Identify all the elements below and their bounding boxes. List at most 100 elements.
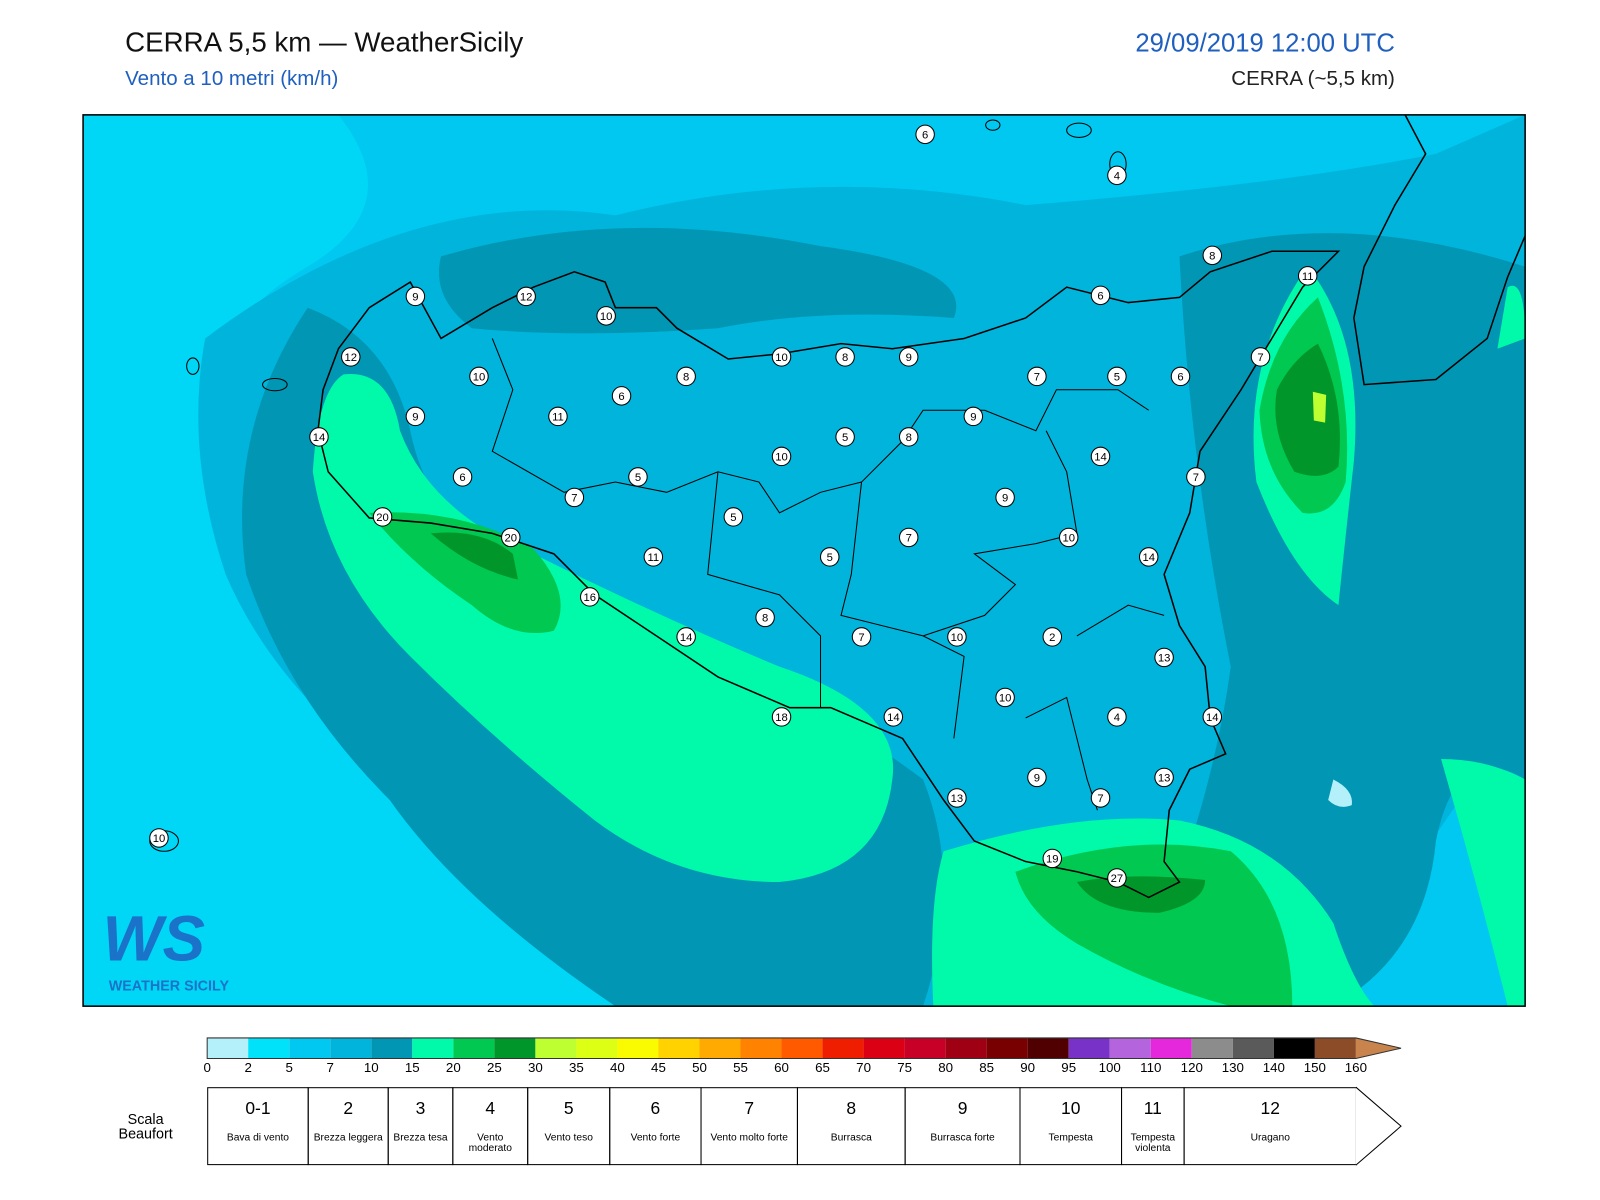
colorbar-segment: [822, 1037, 864, 1059]
station-marker: [1138, 547, 1159, 567]
colorbar-tick-label: 25: [487, 1060, 502, 1075]
beaufort-label: Bava di vento: [226, 1132, 290, 1144]
station-value: 13: [1158, 652, 1171, 664]
beaufort-force: 10: [1061, 1098, 1081, 1118]
island: [985, 119, 1001, 131]
station-marker: [963, 406, 984, 427]
colorbar-segment: [699, 1037, 741, 1059]
station-value: 14: [1094, 451, 1107, 463]
field-strong-e: [1128, 233, 1526, 1007]
station-value: 13: [1158, 772, 1171, 784]
station-marker: [1107, 165, 1127, 186]
logo-mark: WS: [103, 903, 205, 974]
station-marker: [548, 406, 568, 427]
station-marker: [1154, 767, 1174, 788]
beaufort-class: 10 Tempesta: [1019, 1087, 1123, 1166]
field-fresh-sw: [312, 373, 894, 883]
colorbar-tick-label: 130: [1222, 1060, 1244, 1075]
station-value: 9: [1002, 492, 1008, 504]
station-value: 8: [842, 352, 848, 364]
beaufort-class: 6 Vento forte: [609, 1087, 702, 1166]
colorbar-tick-label: 40: [610, 1060, 625, 1075]
colorbar-segment: [248, 1037, 290, 1059]
station-marker: [1297, 266, 1318, 286]
station-value: 6: [459, 472, 465, 484]
station-value: 10: [153, 833, 166, 845]
station-marker: [1107, 707, 1127, 727]
station-value: 8: [683, 371, 689, 383]
colorbar-tick-label: 7: [327, 1060, 334, 1075]
station-value: 14: [887, 712, 900, 724]
colorbar-segment: [1314, 1037, 1356, 1059]
colorbar-segment: [330, 1037, 372, 1059]
station-value: 4: [1114, 170, 1120, 182]
station-value: 20: [505, 532, 518, 544]
station-value: 9: [906, 352, 912, 364]
station-value: 27: [1111, 873, 1124, 885]
station-value: 10: [951, 632, 964, 644]
colorbar-segment: [904, 1037, 946, 1059]
station-marker: [564, 487, 585, 508]
beaufort-label: Burrasca forte: [930, 1132, 995, 1144]
station-marker: [372, 507, 393, 527]
station-value: 14: [680, 632, 693, 644]
calabria-coast: [1353, 114, 1526, 386]
station-marker: [1107, 366, 1127, 387]
station-marker: [676, 366, 696, 387]
colorbar-tick-label: 90: [1020, 1060, 1035, 1075]
station-marker: [596, 306, 616, 326]
station-value: 16: [583, 592, 596, 604]
station-value: 7: [1097, 793, 1103, 805]
station-marker: [1107, 868, 1127, 888]
station-value: 6: [1097, 290, 1103, 302]
station-marker: [771, 446, 792, 467]
station-value: 19: [1046, 853, 1059, 865]
colorbar-tick-label: 30: [528, 1060, 543, 1075]
colorbar-segment: [535, 1037, 577, 1059]
station-marker: [579, 587, 600, 607]
station-value: 14: [313, 432, 326, 444]
station-marker: [452, 467, 473, 487]
field-gust-sw: [430, 532, 518, 580]
station-value: 9: [1034, 772, 1040, 784]
station-value: 20: [376, 512, 389, 524]
station-value: 7: [1193, 472, 1199, 484]
colorbar-segment: [412, 1037, 454, 1059]
colorbar-segment: [740, 1037, 782, 1059]
colorbar-segment: [371, 1037, 413, 1059]
station-marker: [1042, 848, 1063, 869]
beaufort-label: Brezza tesa: [393, 1132, 448, 1144]
station-marker: [1202, 707, 1223, 727]
colorbar: 0 2 5 7 10 15 20 25 30 35 40 45 50 55 60 65 70 75 80 85 90 95…: [203, 1037, 1402, 1075]
beaufort-force: 2: [343, 1098, 354, 1118]
station-value: 9: [970, 411, 976, 423]
colorbar-extension: [1355, 1037, 1402, 1059]
colorbar-segment: [781, 1037, 823, 1059]
colorbar-segment: [658, 1037, 700, 1059]
station-marker: [1186, 467, 1206, 487]
station-marker: [1090, 446, 1111, 467]
colorbar-tick-label: 140: [1263, 1060, 1285, 1075]
station-value: 10: [775, 352, 788, 364]
station-value: 6: [922, 129, 928, 141]
station-marker: [149, 828, 169, 848]
station-marker: [1202, 245, 1223, 266]
beaufort-force: 7: [744, 1098, 755, 1118]
colorbar-segment: [1027, 1037, 1069, 1059]
colorbar-tick-label: 5: [286, 1060, 293, 1075]
colorbar-segment: [1068, 1037, 1110, 1059]
station-marker: [883, 707, 904, 727]
beaufort-title: Scala Beaufort: [118, 1110, 173, 1142]
colorbar-segment: [576, 1037, 618, 1059]
station-value: 7: [1034, 371, 1040, 383]
beaufort-label: Uragano: [1250, 1132, 1290, 1144]
colorbar-segment: [1150, 1037, 1192, 1059]
map-frame: [82, 114, 1526, 1007]
station-marker: [1042, 627, 1063, 647]
field-strong-n: [438, 227, 957, 334]
station-marker: [835, 347, 855, 367]
station-marker: [1058, 527, 1079, 548]
station-value: 10: [1062, 532, 1075, 544]
colorbar-tick-label: 65: [815, 1060, 830, 1075]
